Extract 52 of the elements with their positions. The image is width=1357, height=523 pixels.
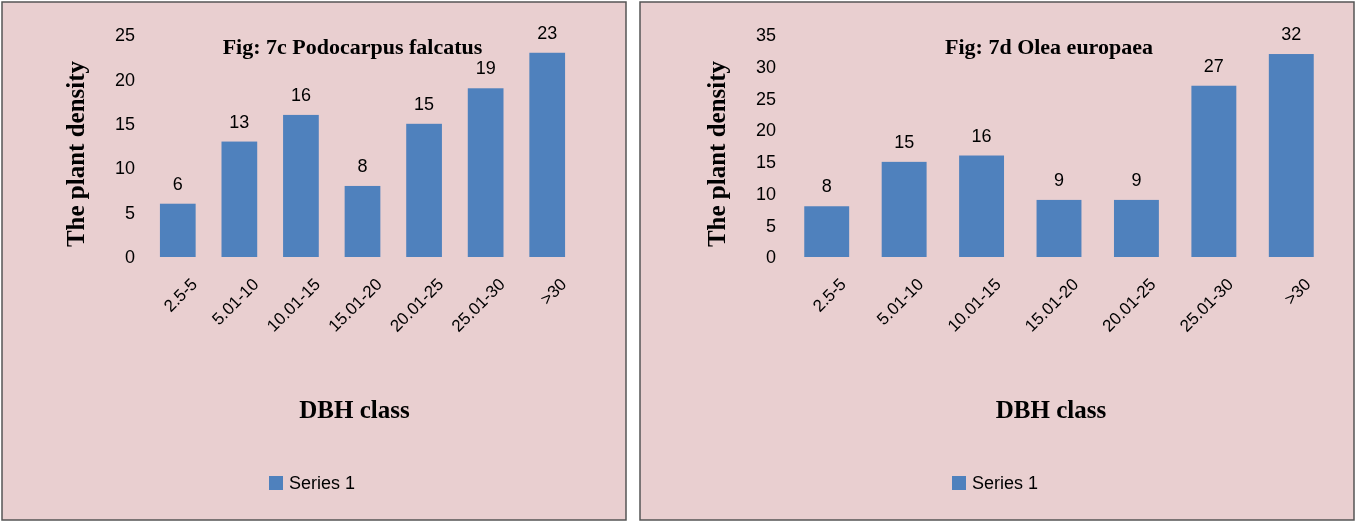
bar [529, 52, 566, 257]
bar [344, 185, 381, 257]
y-axis-title: The plant density [62, 60, 89, 248]
x-axis-title: DBH class [995, 396, 1107, 423]
chart-title: Fig: 7c Podocarpus falcatus [222, 34, 483, 59]
y-tick-label: 25 [114, 25, 135, 46]
data-label: 15 [414, 93, 435, 114]
x-tick-label: >30 [1280, 274, 1315, 309]
y-tick-label: 5 [124, 202, 135, 223]
bar [959, 155, 1005, 257]
bar [221, 141, 258, 257]
data-label: 6 [172, 173, 183, 194]
data-label: 19 [475, 58, 496, 79]
y-tick-label: 15 [755, 152, 776, 173]
y-tick-label: 0 [124, 247, 135, 268]
bar [406, 123, 442, 257]
y-tick-label: 30 [755, 56, 776, 77]
bar [467, 88, 504, 257]
y-tick-label: 35 [755, 25, 776, 46]
data-label: 32 [1281, 24, 1302, 45]
x-axis-title: DBH class [299, 396, 410, 423]
y-tick-label: 20 [114, 69, 135, 90]
chart-title: Fig: 7d Olea europaea [945, 34, 1153, 59]
bar [1036, 199, 1082, 257]
y-tick-label: 25 [755, 88, 776, 109]
bar [804, 206, 850, 257]
y-tick-label: 5 [765, 215, 776, 236]
legend-label: Series 1 [289, 473, 356, 494]
bar [1191, 85, 1237, 257]
y-tick-label: 10 [755, 183, 776, 204]
bar [1113, 199, 1159, 257]
data-label: 13 [229, 111, 250, 132]
y-tick-label: 0 [765, 247, 776, 268]
y-tick-label: 15 [114, 114, 135, 135]
data-label: 9 [1131, 169, 1142, 190]
x-tick-label: >30 [536, 274, 571, 309]
bar [283, 114, 319, 257]
data-label: 8 [357, 155, 368, 176]
data-label: 8 [821, 176, 832, 197]
data-label: 16 [290, 84, 311, 105]
data-label: 16 [971, 125, 992, 146]
data-label: 23 [537, 22, 558, 43]
legend-label: Series 1 [972, 473, 1039, 494]
data-label: 27 [1203, 55, 1224, 76]
y-tick-label: 20 [755, 120, 776, 141]
bar [159, 203, 196, 257]
y-axis-title: The plant density [703, 60, 730, 248]
bar [1268, 54, 1314, 257]
data-label: 15 [894, 131, 915, 152]
y-tick-label: 10 [114, 158, 135, 179]
data-label: 9 [1053, 169, 1065, 190]
bar [881, 161, 927, 257]
